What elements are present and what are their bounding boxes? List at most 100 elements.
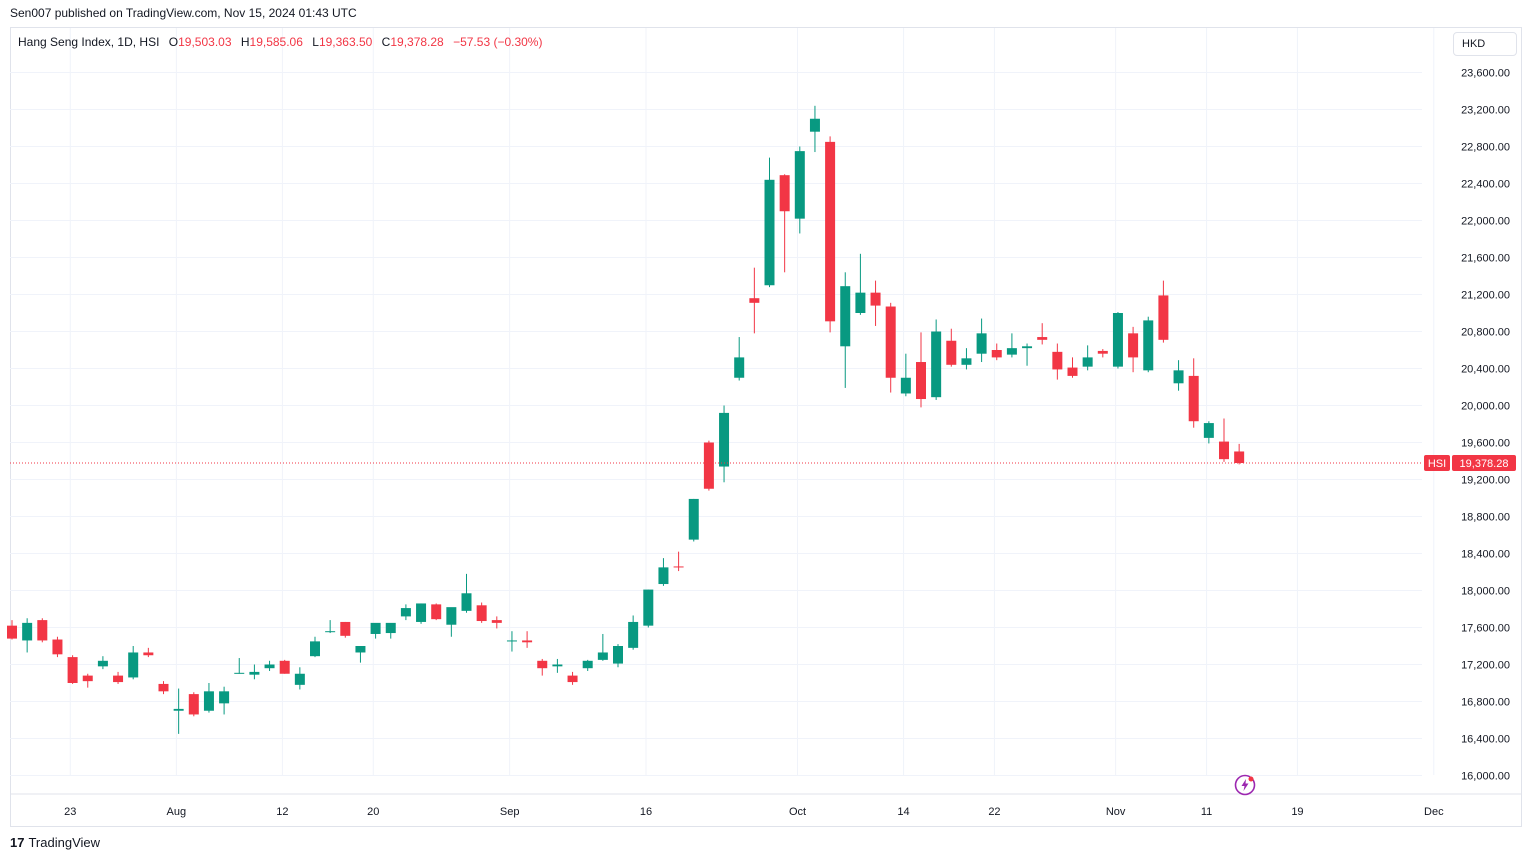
candle-body-up	[855, 292, 866, 313]
y-tick-label: 22,000.00	[1461, 216, 1510, 228]
time-axis: 23 Aug 12 20 Sep 16 Oct 14 22 Nov 11 19 Dec	[64, 806, 1444, 818]
low-key: L	[312, 35, 319, 49]
candle-body-down	[916, 362, 926, 400]
candle-body-down	[491, 620, 502, 623]
y-tick-label: 17,200.00	[1461, 660, 1510, 672]
candle-body-down	[1097, 350, 1108, 354]
candle-body-down	[870, 292, 881, 306]
candle-body-up	[355, 646, 366, 653]
candle-body-up	[325, 631, 336, 633]
y-tick-label: 19,600.00	[1461, 438, 1510, 450]
y-tick-label: 23,200.00	[1461, 105, 1510, 117]
candle-body-down	[885, 306, 896, 378]
candle-body-up	[310, 641, 320, 657]
candle-body-up	[658, 567, 669, 585]
tradingview-logo[interactable]: 17 TradingView	[10, 835, 100, 850]
y-tick-label: 19,200.00	[1461, 475, 1510, 487]
candle-body-up	[688, 498, 699, 540]
candle-body-down	[1188, 375, 1199, 422]
candle-body-up	[976, 333, 987, 354]
y-tick-label: 16,000.00	[1461, 771, 1510, 783]
candle-body-up	[370, 622, 381, 634]
publisher-line: Sen007 published on TradingView.com, Nov…	[10, 6, 357, 20]
candle-body-down	[673, 566, 684, 568]
candle-body-up	[1022, 346, 1033, 349]
candle-body-down	[340, 621, 351, 636]
candle-body-down	[82, 675, 93, 682]
candle-body-down	[143, 652, 154, 656]
candle-body-up	[794, 151, 805, 219]
y-tick-label: 16,400.00	[1461, 734, 1510, 746]
candle-body-down	[113, 675, 124, 683]
y-tick-label: 16,800.00	[1461, 697, 1510, 709]
candle-body-up	[840, 286, 851, 347]
y-tick-label: 18,800.00	[1461, 512, 1510, 524]
high-value: 19,585.06	[249, 35, 303, 49]
x-tick-label: Oct	[789, 806, 806, 818]
candle-body-up	[234, 672, 245, 674]
last-price-value: 19,378.28	[1460, 458, 1509, 470]
close-value: 19,378.28	[390, 35, 444, 49]
candle-body-up	[1082, 357, 1093, 367]
candles	[7, 105, 1245, 734]
x-tick-label: 16	[640, 806, 652, 818]
candle-body-up	[719, 412, 730, 467]
x-tick-label: 14	[897, 806, 909, 818]
chart-frame	[10, 27, 1522, 827]
candle-body-up	[506, 640, 517, 642]
candle-body-up	[764, 179, 775, 286]
candle-body-up	[203, 691, 214, 711]
candle-body-up	[128, 652, 139, 678]
currency-button[interactable]: HKD	[1453, 32, 1517, 56]
candle-body-up	[294, 673, 305, 685]
candle-body-down	[567, 675, 578, 683]
candle-body-down	[1158, 295, 1169, 340]
candle-body-up	[219, 691, 230, 704]
candle-body-up	[1173, 370, 1184, 384]
last-price-tag	[1452, 455, 1516, 472]
candle-body-up	[734, 357, 745, 378]
candle-body-down	[1067, 367, 1078, 376]
candle-body-up	[961, 358, 972, 365]
y-tick-label: 18,400.00	[1461, 549, 1510, 561]
open-value: 19,503.03	[178, 35, 232, 49]
candle-body-up	[264, 664, 275, 669]
y-tick-label: 18,000.00	[1461, 586, 1510, 598]
lightning-bolt-icon[interactable]	[1234, 774, 1256, 796]
candle-body-down	[52, 639, 63, 655]
candle-body-up	[446, 607, 457, 625]
candle-body-up	[97, 660, 108, 667]
grid-lines	[10, 28, 1521, 795]
high-key: H	[240, 35, 250, 49]
candle-body-up	[628, 621, 639, 648]
candle-body-down	[37, 620, 48, 641]
x-tick-label: 11	[1201, 806, 1212, 818]
y-tick-label: 20,800.00	[1461, 327, 1510, 339]
candle-body-up	[643, 589, 654, 626]
candle-body-down	[703, 442, 714, 489]
x-tick-label: Nov	[1106, 806, 1126, 818]
candle-body-down	[1219, 441, 1229, 460]
candle-body-up	[582, 660, 593, 669]
candle-body-up	[385, 622, 396, 634]
candle-body-up	[22, 622, 33, 641]
candle-body-up	[1143, 320, 1154, 371]
y-tick-label: 23,600.00	[1461, 68, 1510, 80]
candle-body-down	[476, 605, 487, 622]
low-value: 19,363.50	[318, 35, 373, 49]
y-tick-label: 20,000.00	[1461, 401, 1510, 413]
symbol-label: Hang Seng Index, 1D, HSI	[18, 35, 160, 49]
open-key: O	[168, 35, 179, 49]
candle-body-down	[431, 604, 442, 620]
x-tick-label: 20	[367, 806, 379, 818]
price-axis: 16,000.00 16,400.00 16,800.00 17,200.00 17,6…	[1461, 68, 1510, 783]
candle-body-up	[400, 608, 411, 617]
candle-body-down	[67, 657, 78, 683]
y-tick-label: 21,200.00	[1461, 290, 1510, 302]
candle-body-up	[597, 652, 608, 660]
candle-body-down	[537, 660, 548, 669]
candle-body-down	[1037, 337, 1048, 340]
candle-body-down	[7, 625, 17, 639]
candle-body-up	[249, 671, 260, 675]
